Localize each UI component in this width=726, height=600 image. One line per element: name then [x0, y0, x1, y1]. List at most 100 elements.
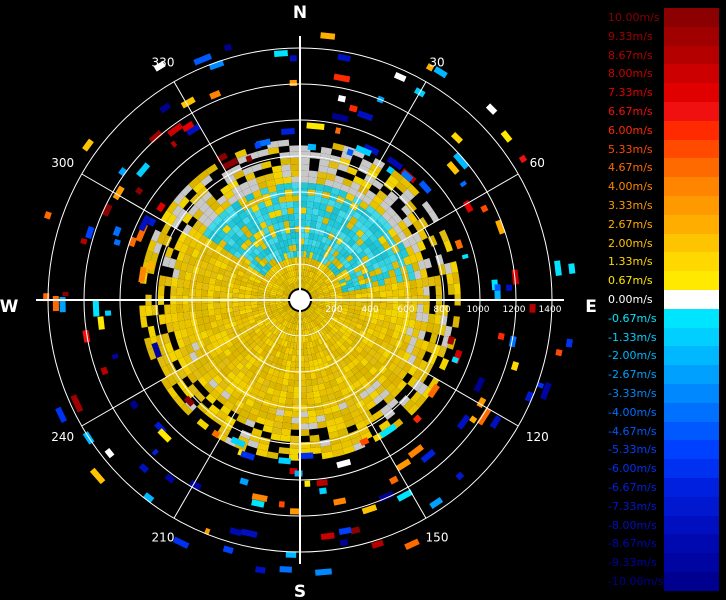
legend-swatch	[664, 496, 719, 516]
echo-bin	[197, 365, 208, 377]
echo-bin	[395, 181, 408, 194]
spoke	[81, 317, 270, 427]
echo-bin	[300, 219, 306, 227]
echo-bin	[300, 195, 308, 202]
echo-bin	[372, 351, 382, 361]
velocity-bin	[339, 538, 349, 547]
echo-bin	[278, 287, 285, 293]
echo-bin	[340, 183, 351, 193]
echo-bin	[300, 417, 309, 424]
echo-bin	[315, 352, 322, 360]
echo-bin	[274, 209, 283, 217]
echo-bin	[271, 286, 279, 291]
velocity-bin	[251, 493, 268, 503]
velocity-bin	[396, 489, 414, 502]
legend-entry: 8.00m/s	[604, 64, 719, 84]
echo-bin	[308, 271, 313, 278]
echo-bin	[358, 215, 368, 225]
echo-bin	[223, 348, 232, 358]
echo-bin	[300, 441, 311, 449]
echo-bin	[210, 271, 218, 280]
echo-bin	[231, 349, 241, 358]
echo-bin	[252, 401, 262, 411]
echo-bin	[194, 348, 204, 359]
echo-bin	[312, 233, 319, 241]
echo-bin	[378, 284, 386, 292]
echo-bin	[338, 255, 346, 263]
echo-bin	[417, 329, 426, 341]
echo-bin	[266, 451, 279, 460]
echo-bin	[413, 320, 422, 330]
echo-bin	[350, 366, 360, 375]
echo-bin	[364, 332, 373, 341]
echo-bin	[321, 309, 329, 314]
velocity-bin	[240, 450, 256, 461]
echo-bin	[297, 311, 300, 319]
echo-bin	[329, 247, 337, 256]
echo-bin	[239, 181, 250, 191]
echo-bin	[314, 339, 321, 347]
echo-bin	[311, 295, 318, 298]
echo-bin	[379, 290, 387, 298]
velocity-bin	[153, 61, 166, 72]
echo-bin	[343, 235, 352, 244]
echo-bin	[259, 187, 270, 196]
echo-bin	[149, 252, 159, 265]
echo-bin	[347, 403, 359, 413]
legend-swatch	[664, 572, 719, 591]
echo-bin	[226, 228, 236, 239]
echo-bin	[271, 165, 282, 174]
echo-bin	[301, 324, 305, 331]
echo-bin	[330, 365, 338, 374]
echo-bin	[194, 241, 204, 252]
echo-bin	[303, 269, 307, 277]
echo-bin	[219, 330, 228, 338]
echo-bin	[187, 383, 199, 396]
echo-bin	[355, 353, 365, 363]
echo-bin	[300, 281, 303, 289]
echo-bin	[233, 341, 242, 350]
echo-bin	[248, 262, 257, 270]
velocity-bin	[565, 338, 573, 348]
echo-bin	[346, 166, 358, 176]
echo-bin	[317, 294, 325, 297]
echo-bin	[264, 337, 272, 345]
echo-bin	[273, 171, 283, 180]
echo-bin	[287, 308, 293, 314]
echo-bin	[264, 173, 275, 182]
echo-bin	[252, 248, 261, 256]
echo-bin	[204, 408, 217, 421]
echo-bin	[256, 237, 265, 246]
echo-bin	[365, 385, 376, 395]
echo-bin	[286, 308, 292, 314]
echo-bin	[353, 337, 362, 346]
echo-bin	[300, 232, 305, 239]
echo-bin	[269, 302, 276, 306]
range-label: 400	[361, 305, 378, 315]
echo-bin	[322, 348, 329, 357]
legend-swatch	[664, 402, 719, 422]
echo-bin	[302, 317, 306, 325]
velocity-bin	[52, 295, 59, 312]
compass-label: N	[293, 3, 307, 23]
echo-bin	[372, 394, 384, 406]
legend-entry: 0.00m/s	[604, 290, 719, 309]
velocity-bin	[348, 104, 358, 113]
echo-bin	[280, 311, 287, 317]
echo-bin	[257, 181, 268, 190]
echo-bin	[371, 280, 379, 288]
echo-bin	[347, 286, 355, 292]
velocity-bin	[289, 79, 298, 87]
echo-bin	[398, 193, 411, 205]
echo-bin	[283, 272, 289, 280]
echo-bin	[317, 304, 324, 308]
velocity-bin	[138, 266, 147, 283]
echo-bin	[292, 282, 296, 290]
echo-bin	[290, 170, 300, 177]
echo-bin	[354, 246, 364, 255]
echo-bin	[388, 253, 398, 263]
echo-bin	[251, 427, 263, 437]
echo-bin	[294, 336, 298, 343]
echo-bin	[337, 209, 347, 219]
range-label: 1000	[467, 305, 490, 315]
